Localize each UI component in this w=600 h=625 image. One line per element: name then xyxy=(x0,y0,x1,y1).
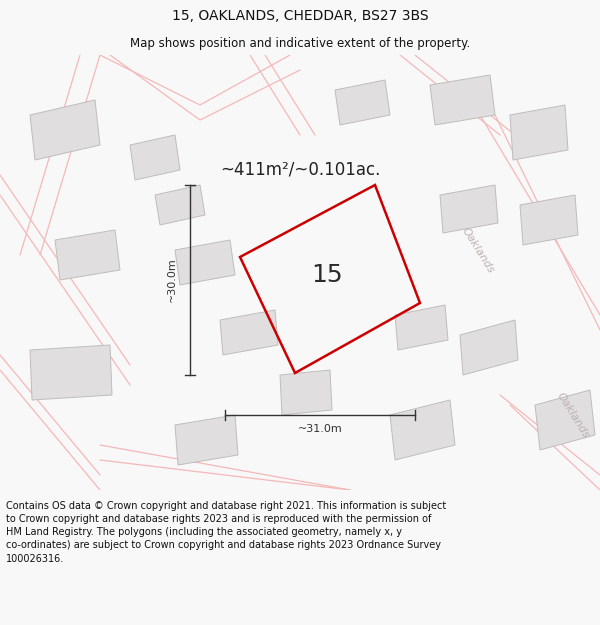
Polygon shape xyxy=(130,135,180,180)
Polygon shape xyxy=(395,305,448,350)
Polygon shape xyxy=(520,195,578,245)
Text: 15, OAKLANDS, CHEDDAR, BS27 3BS: 15, OAKLANDS, CHEDDAR, BS27 3BS xyxy=(172,9,428,24)
Text: 15: 15 xyxy=(311,262,343,286)
Polygon shape xyxy=(155,185,205,225)
Polygon shape xyxy=(535,390,595,450)
Polygon shape xyxy=(430,75,495,125)
Polygon shape xyxy=(280,370,332,415)
Polygon shape xyxy=(220,310,278,355)
Polygon shape xyxy=(335,80,390,125)
Text: Oaklands: Oaklands xyxy=(460,225,496,275)
Polygon shape xyxy=(175,415,238,465)
Text: ~30.0m: ~30.0m xyxy=(167,258,177,302)
Polygon shape xyxy=(390,400,455,460)
Polygon shape xyxy=(55,230,120,280)
Text: Oaklands: Oaklands xyxy=(555,390,591,440)
Polygon shape xyxy=(440,185,498,233)
Polygon shape xyxy=(460,320,518,375)
Polygon shape xyxy=(30,345,112,400)
Polygon shape xyxy=(175,240,235,285)
Polygon shape xyxy=(30,100,100,160)
Text: ~411m²/~0.101ac.: ~411m²/~0.101ac. xyxy=(220,161,380,179)
Text: Map shows position and indicative extent of the property.: Map shows position and indicative extent… xyxy=(130,38,470,51)
Text: Contains OS data © Crown copyright and database right 2021. This information is : Contains OS data © Crown copyright and d… xyxy=(6,501,446,564)
Polygon shape xyxy=(510,105,568,160)
Text: ~31.0m: ~31.0m xyxy=(298,424,343,434)
